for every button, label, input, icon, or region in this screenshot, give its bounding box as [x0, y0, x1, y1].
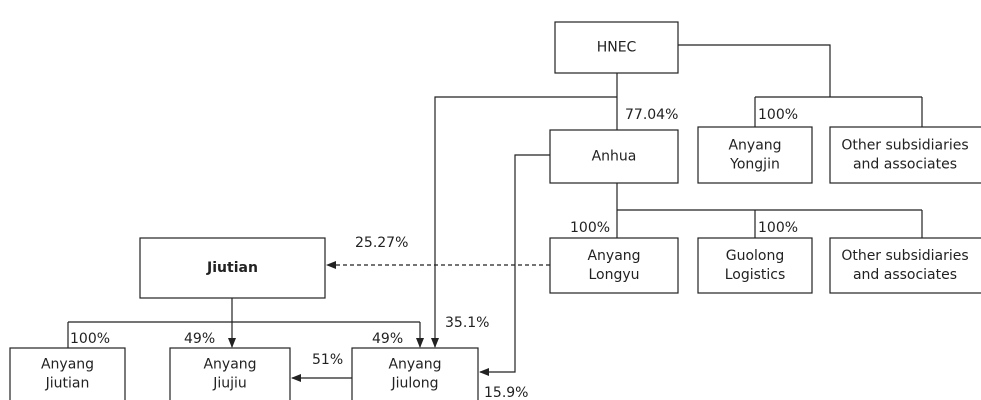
- edge-label: 49%: [184, 331, 215, 347]
- node-label: Jiulong: [390, 376, 438, 392]
- node-box: [9, 347, 126, 400]
- connector: [678, 44, 831, 97]
- node-label: Anyang: [388, 357, 441, 373]
- node-box: [549, 129, 679, 184]
- node-label: Anyang: [41, 357, 94, 373]
- node-label: Jiutian: [206, 260, 258, 276]
- arrow: [431, 96, 617, 348]
- edge-label: 35.1%: [445, 315, 489, 331]
- node-label: and associates: [853, 157, 957, 173]
- connectors: [67, 44, 923, 382]
- node-label: Other subsidiaries: [841, 138, 968, 154]
- node-label: Longyu: [588, 267, 639, 283]
- edge-label: 51%: [312, 352, 343, 368]
- node-label: Guolong: [726, 248, 785, 264]
- node-label: Other subsidiaries: [841, 248, 968, 264]
- node-box: [697, 126, 813, 184]
- edge-label: 25.27%: [355, 235, 408, 251]
- edge-label: 100%: [570, 220, 610, 236]
- node-box: [169, 347, 291, 400]
- node-label: and associates: [853, 267, 957, 283]
- edge-label: 77.04%: [625, 107, 678, 123]
- node-label: Jiujiu: [212, 376, 247, 392]
- node-label: Logistics: [725, 267, 786, 283]
- edge-label: 100%: [758, 107, 798, 123]
- node-box: [829, 237, 981, 294]
- node-box: [829, 126, 981, 184]
- node-box: [549, 237, 679, 294]
- edge-labels: 77.04% 100% 35.1% 15.9% 100% 100% 25.27%…: [70, 107, 798, 400]
- edge-label: 100%: [70, 331, 110, 347]
- node-label: Jiutian: [45, 376, 90, 392]
- node-box: [554, 21, 679, 74]
- node-box: [139, 237, 326, 299]
- edge-label: 100%: [758, 220, 798, 236]
- edge-label: 15.9%: [484, 385, 528, 400]
- nodes: HNEC Anhua Anyang Yongjin Other subsidiaries…: [9, 21, 981, 400]
- node-label: Anyang: [728, 138, 781, 154]
- node-label: Anyang: [587, 248, 640, 264]
- node-label: Anyang: [203, 357, 256, 373]
- node-label: Anhua: [592, 149, 637, 165]
- node-box: [697, 237, 813, 294]
- node-label: Yongjin: [729, 157, 780, 173]
- edge-label: 49%: [372, 331, 403, 347]
- arrow: [479, 154, 550, 376]
- node-label: HNEC: [597, 40, 637, 56]
- node-box: [351, 347, 479, 400]
